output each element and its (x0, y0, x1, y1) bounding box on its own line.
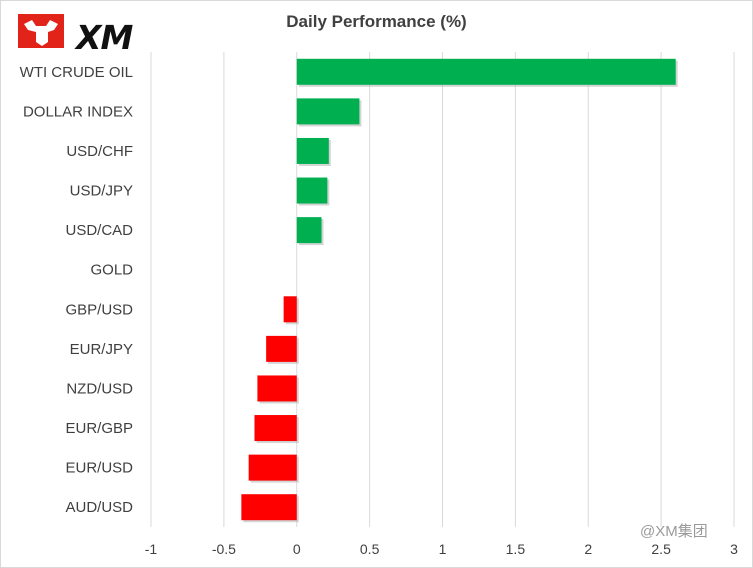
x-tick-label: 0 (293, 541, 301, 557)
bar (257, 375, 297, 402)
x-tick-label: 0.5 (360, 541, 380, 557)
xm-bull-icon (18, 14, 64, 48)
category-label: GOLD (90, 262, 133, 279)
category-label: AUD/USD (65, 499, 133, 516)
xm-logo: XM (18, 12, 153, 57)
x-tick-label: -0.5 (212, 541, 236, 557)
bar (296, 58, 676, 85)
x-tick-label: 3 (730, 541, 738, 557)
category-label: DOLLAR INDEX (23, 103, 133, 120)
bar (266, 335, 297, 362)
bar (296, 98, 360, 125)
bar (283, 296, 297, 323)
bar (248, 454, 297, 481)
logo-text: XM (76, 18, 133, 57)
category-label: WTI CRUDE OIL (20, 64, 133, 81)
category-label: USD/CAD (65, 222, 133, 239)
bar (241, 494, 297, 521)
x-tick-label: 1 (439, 541, 447, 557)
category-label: GBP/USD (65, 301, 133, 318)
x-tick-label: -1 (145, 541, 158, 557)
x-tick-label: 2.5 (651, 541, 671, 557)
chart-title: Daily Performance (%) (286, 12, 467, 31)
bar (296, 177, 328, 204)
x-tick-label: 1.5 (506, 541, 526, 557)
bar (254, 415, 297, 442)
category-label: USD/CHF (66, 143, 133, 160)
category-label: USD/JPY (70, 183, 133, 200)
bar (296, 217, 322, 244)
category-label: EUR/USD (65, 460, 133, 477)
watermark: @XM集团 (640, 523, 708, 540)
category-label: EUR/GBP (65, 420, 133, 437)
bar (296, 137, 329, 164)
category-label: EUR/JPY (70, 341, 133, 358)
category-label: NZD/USD (66, 380, 133, 397)
x-tick-label: 2 (584, 541, 592, 557)
